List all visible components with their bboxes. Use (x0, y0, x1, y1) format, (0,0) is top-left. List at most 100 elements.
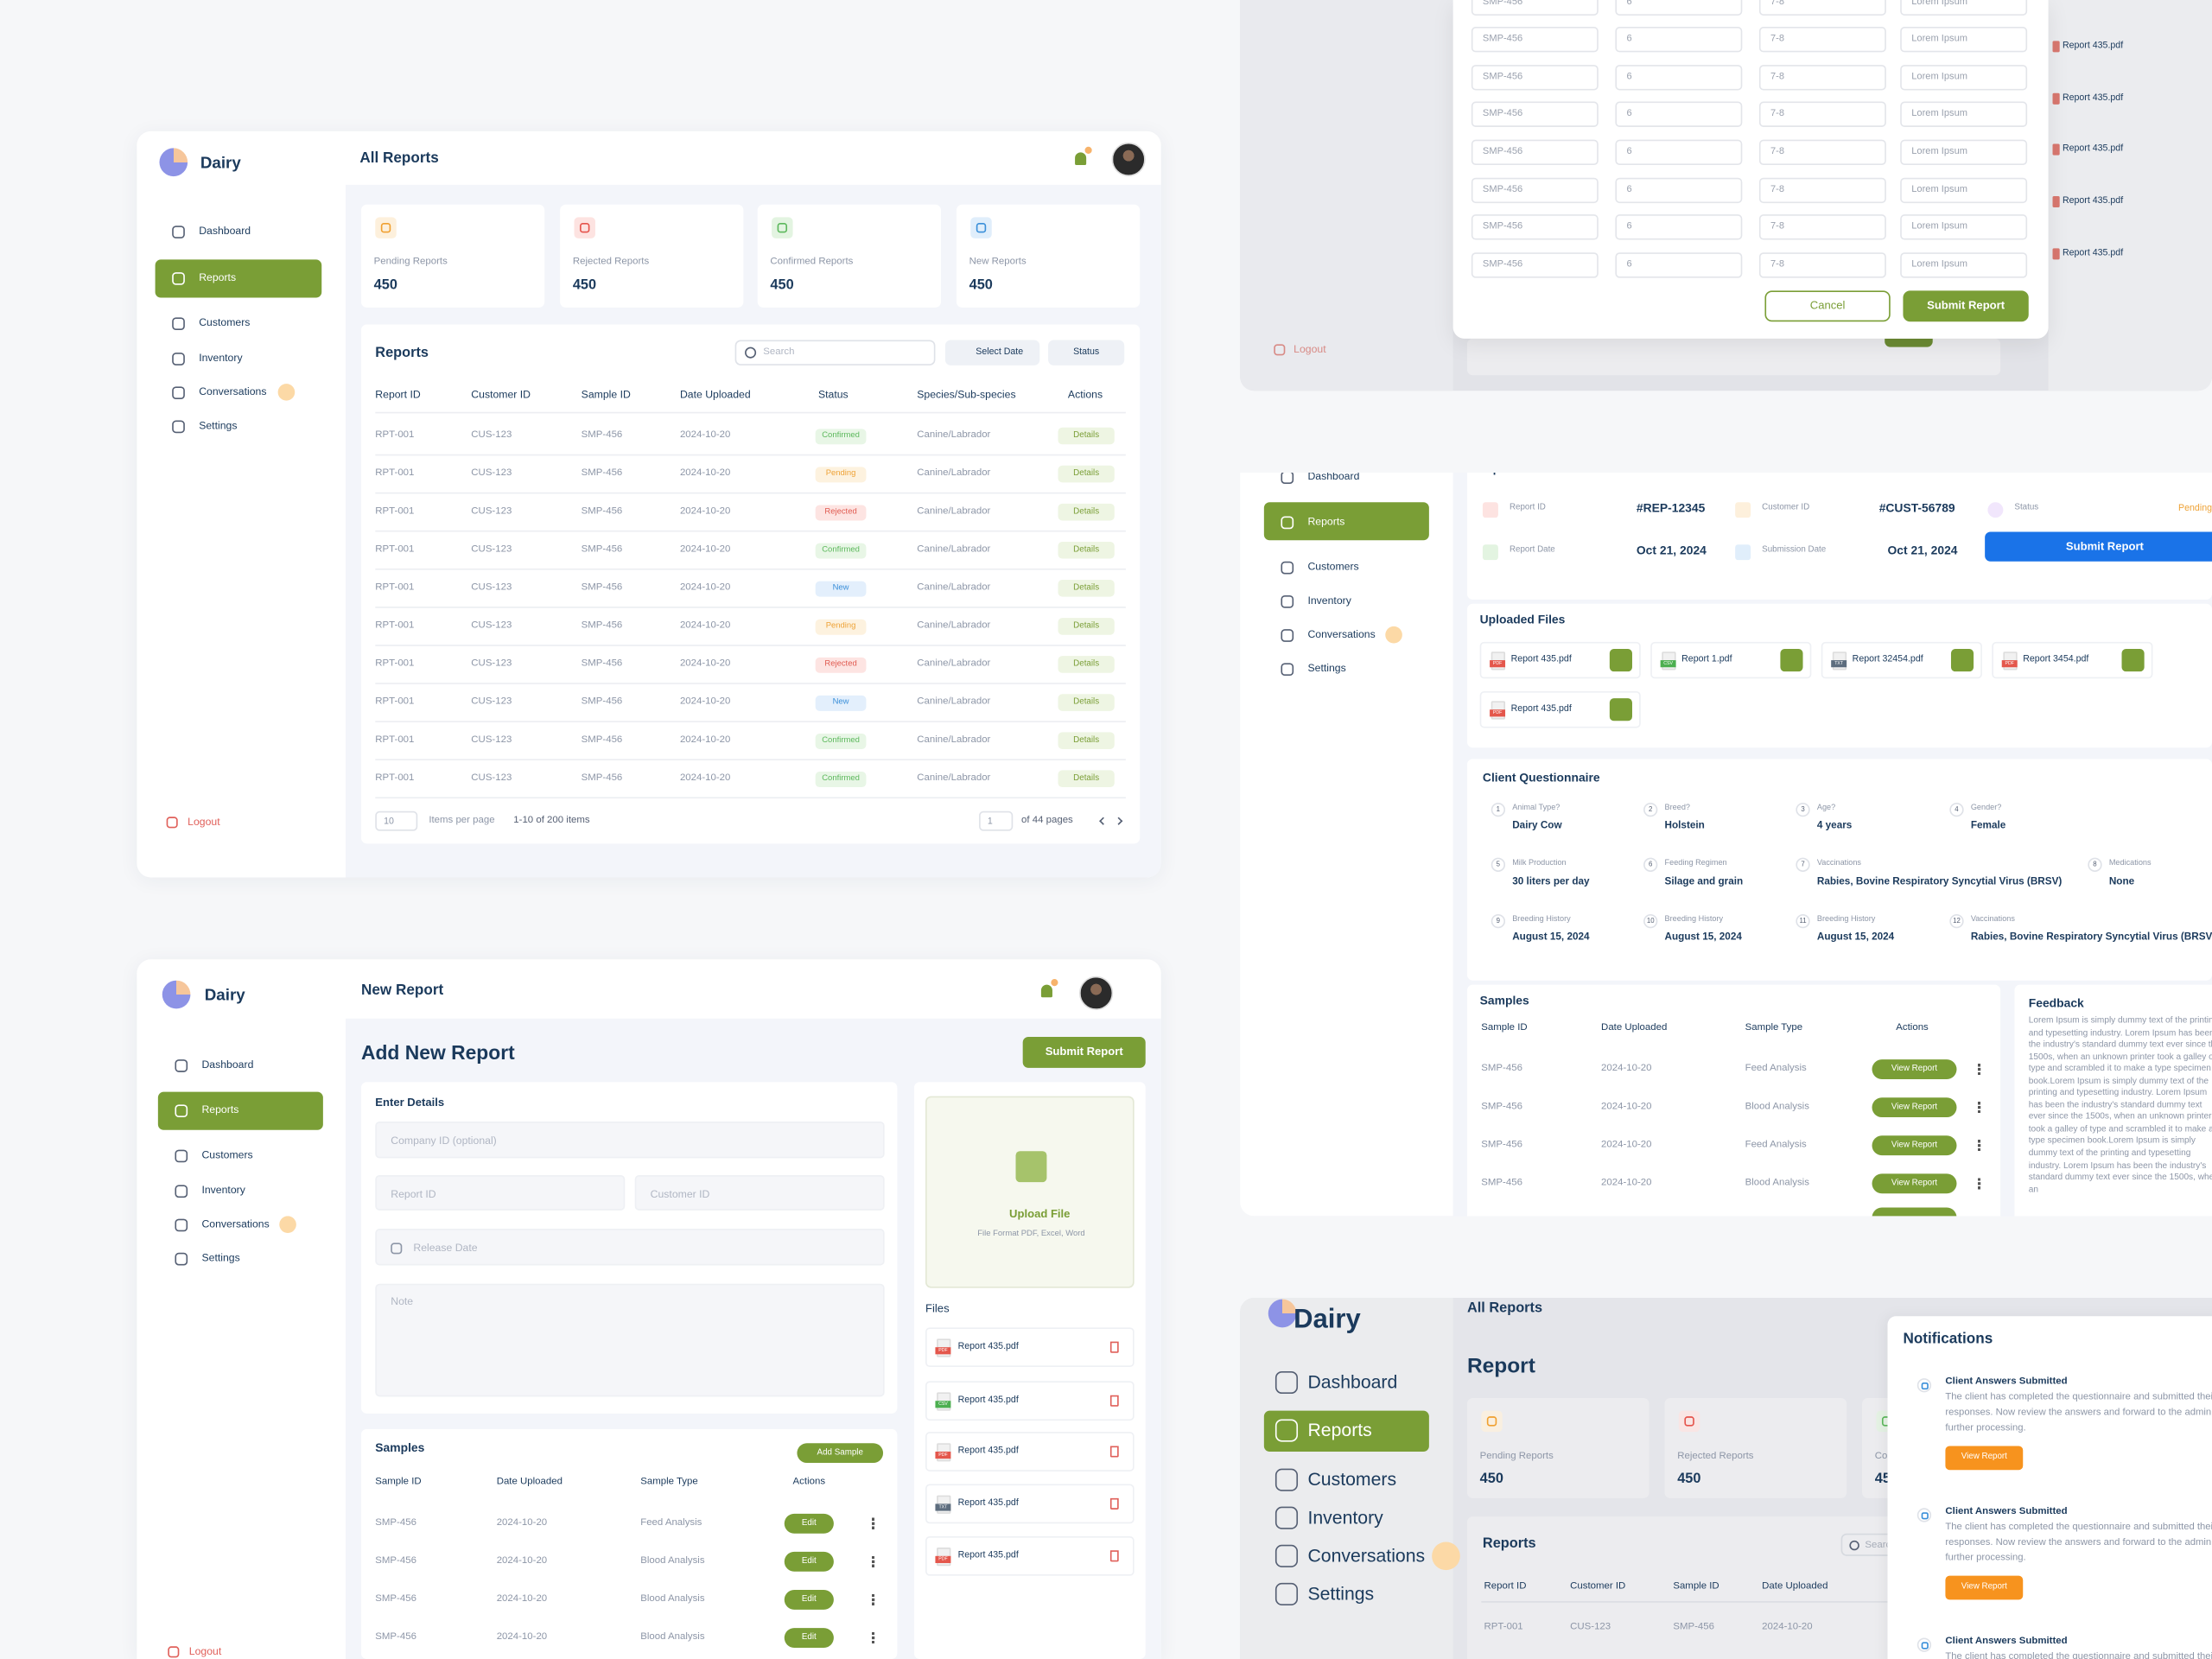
input[interactable]: 7-8 (1758, 252, 1886, 278)
more[interactable] (1977, 1102, 1981, 1114)
edit-button[interactable]: Edit (784, 1551, 834, 1572)
input[interactable]: Note (375, 1283, 885, 1397)
download-button[interactable] (1609, 698, 1632, 721)
input[interactable]: 6 (1615, 27, 1743, 53)
nav-item: Customers (1307, 560, 1359, 574)
input[interactable]: 6 (1615, 214, 1743, 240)
page[interactable]: 1 (979, 810, 1014, 831)
input[interactable]: 7-8 (1758, 139, 1886, 166)
input[interactable]: 7-8 (1758, 101, 1886, 127)
more[interactable] (871, 1555, 875, 1567)
download-button[interactable] (2121, 649, 2145, 672)
details-button[interactable]: Details (1058, 694, 1115, 711)
add-sample[interactable]: Add Sample (797, 1443, 884, 1464)
edit-button[interactable]: Edit (784, 1590, 834, 1610)
cell: 2024-10-20 (496, 1594, 548, 1605)
dropzone[interactable]: Upload File File Format PDF, Excel, Word (925, 1096, 1135, 1288)
input[interactable]: Lorem Ipsum (1900, 101, 2028, 127)
file-name: Report 435.pdf (2062, 195, 2124, 206)
input[interactable]: 6 (1615, 177, 1743, 204)
input[interactable]: Lorem Ipsum (1900, 0, 2028, 16)
input[interactable]: Lorem Ipsum (1900, 252, 2028, 278)
input[interactable]: Lorem Ipsum (1900, 177, 2028, 204)
status-pill: Pending (2178, 503, 2212, 514)
input[interactable]: 6 (1615, 139, 1743, 166)
input[interactable]: Customer ID (634, 1175, 885, 1211)
search-box[interactable]: Search (734, 340, 936, 365)
input[interactable]: 6 (1615, 252, 1743, 278)
per-page[interactable]: 10 (375, 810, 418, 831)
download-button[interactable] (1950, 649, 1974, 672)
submit-button[interactable]: Submit Report (1985, 531, 2212, 562)
submit-button[interactable]: Submit Report (1022, 1037, 1146, 1068)
input-value: Lorem Ipsum (1911, 71, 1968, 82)
download-button[interactable] (1780, 649, 1803, 672)
item-number: 10 (1643, 913, 1658, 929)
more[interactable] (871, 1631, 875, 1644)
cell: Canine/Labrador (917, 544, 991, 556)
select-date[interactable]: Select Date (944, 340, 1040, 365)
edit-button[interactable]: Edit (784, 1513, 834, 1534)
input[interactable]: 6 (1615, 65, 1743, 91)
input[interactable]: SMP-456 (1471, 65, 1599, 91)
trash[interactable] (1109, 1497, 1119, 1510)
view-report-button[interactable]: View Report (1945, 1446, 2024, 1471)
trash[interactable] (1109, 1341, 1119, 1353)
input[interactable]: SMP-456 (1471, 27, 1599, 53)
trash[interactable] (1109, 1550, 1119, 1562)
input[interactable]: 7-8 (1758, 27, 1886, 53)
view-report-button[interactable]: View Report (1872, 1059, 1957, 1079)
details-button[interactable]: Details (1058, 427, 1115, 445)
input[interactable]: SMP-456 (1471, 177, 1599, 204)
details-button[interactable]: Details (1058, 732, 1115, 749)
input[interactable]: 7-8 (1758, 177, 1886, 204)
stat-label: New Reports (969, 257, 1027, 268)
trash[interactable] (1109, 1395, 1119, 1407)
details-button[interactable]: Details (1058, 656, 1115, 673)
details-button[interactable]: Details (1058, 580, 1115, 597)
input[interactable]: Company ID (optional) (375, 1121, 885, 1159)
input[interactable]: Lorem Ipsum (1900, 65, 2028, 91)
view-report-button[interactable]: View Report (1945, 1575, 2024, 1600)
input[interactable]: Lorem Ipsum (1900, 139, 2028, 166)
more[interactable] (1977, 1064, 1981, 1076)
edit-button[interactable]: Edit (784, 1628, 834, 1648)
input[interactable]: SMP-456 (1471, 101, 1599, 127)
input[interactable]: SMP-456 (1471, 252, 1599, 278)
view-report-button[interactable]: View Report (1872, 1173, 1957, 1194)
trash[interactable] (1109, 1446, 1119, 1458)
more[interactable] (871, 1593, 875, 1605)
download-button[interactable] (1609, 649, 1632, 672)
details-button[interactable]: Details (1058, 618, 1115, 635)
input[interactable]: Lorem Ipsum (1900, 27, 2028, 53)
nav-item: Inventory (1307, 1505, 1383, 1528)
more[interactable] (1977, 1140, 1981, 1152)
view-report-button[interactable]: View Report (1872, 1097, 1957, 1118)
input[interactable]: Lorem Ipsum (1900, 214, 2028, 240)
details-button[interactable]: Details (1058, 541, 1115, 559)
submit-button[interactable]: Submit Report (1903, 290, 2029, 322)
input[interactable]: 6 (1615, 0, 1743, 16)
input[interactable]: Release Date (375, 1229, 885, 1266)
file-name: Report 435.pdf (2062, 247, 2124, 258)
input[interactable]: 7-8 (1758, 214, 1886, 240)
cell: Canine/Labrador (917, 735, 991, 746)
details-button[interactable]: Details (1058, 503, 1115, 521)
nav-item: Inventory (1307, 594, 1351, 607)
cell: 2024-10-20 (679, 697, 731, 708)
input[interactable]: 7-8 (1758, 65, 1886, 91)
input[interactable]: 7-8 (1758, 0, 1886, 16)
input[interactable]: 6 (1615, 101, 1743, 127)
column-header: Report ID (375, 388, 421, 401)
input[interactable]: Report ID (375, 1175, 626, 1211)
status-filter[interactable]: Status (1048, 340, 1125, 365)
input[interactable]: SMP-456 (1471, 214, 1599, 240)
details-button[interactable]: Details (1058, 770, 1115, 788)
view-report-button[interactable]: View Report (1872, 1135, 1957, 1156)
cancel-button[interactable]: Cancel (1764, 290, 1891, 322)
input[interactable]: SMP-456 (1471, 139, 1599, 166)
details-button[interactable]: Details (1058, 465, 1115, 483)
input[interactable]: SMP-456 (1471, 0, 1599, 16)
more[interactable] (1977, 1178, 1981, 1190)
more[interactable] (871, 1517, 875, 1529)
